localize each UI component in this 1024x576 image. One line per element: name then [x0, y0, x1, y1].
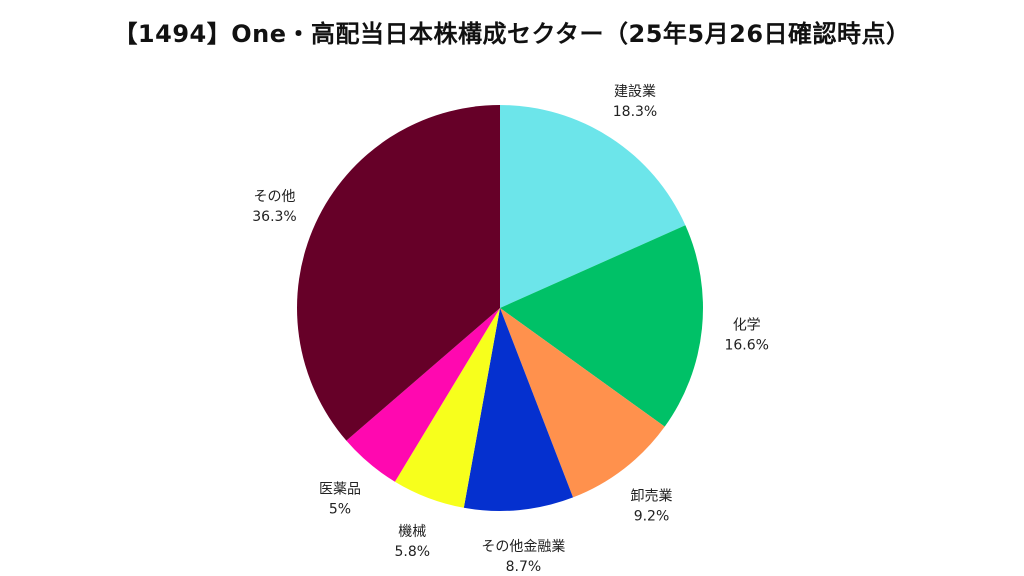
pie-slice-3	[500, 308, 665, 498]
slice-name-label: その他	[254, 189, 296, 205]
chart-title: 【1494】One・高配当日本株構成セクター（25年5月26日確認時点）	[113, 20, 911, 48]
slice-value-label: 5.8%	[395, 544, 431, 560]
slice-name-label: 化学	[733, 317, 761, 333]
slice-value-label: 8.7%	[506, 559, 542, 575]
slice-name-label: 卸売業	[631, 488, 673, 504]
slice-name-label: 機械	[398, 524, 426, 540]
slice-value-label: 16.6%	[724, 337, 768, 353]
slice-name-label: 建設業	[614, 84, 656, 100]
slice-value-label: 5%	[329, 502, 351, 518]
pie-slice-5	[394, 308, 500, 508]
slice-value-label: 36.3%	[252, 209, 296, 225]
pie-slice-4	[463, 308, 574, 512]
slice-name-label: 医薬品	[319, 482, 361, 498]
slice-value-label: 9.2%	[634, 508, 670, 524]
slice-value-label: 18.3%	[613, 104, 657, 120]
pie-slice-7	[297, 105, 500, 441]
pie-slice-2	[500, 225, 703, 427]
pie-slice-1	[500, 105, 686, 308]
pie-slice-6	[346, 308, 500, 482]
slice-name-label: その他金融業	[481, 539, 565, 555]
